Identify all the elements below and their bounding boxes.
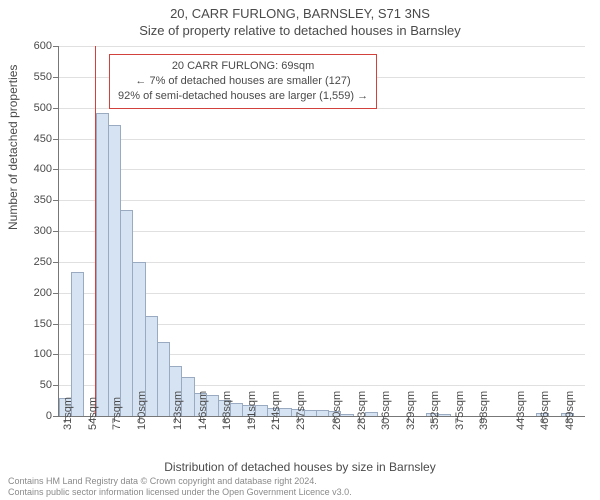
y-tick-label: 500 bbox=[0, 102, 52, 114]
y-tick-mark bbox=[53, 416, 59, 417]
gridline bbox=[59, 200, 585, 201]
y-tick-mark bbox=[53, 77, 59, 78]
reference-marker-line bbox=[95, 46, 96, 416]
plot-area: 20 CARR FURLONG: 69sqm← 7% of detached h… bbox=[58, 46, 585, 417]
y-tick-label: 600 bbox=[0, 40, 52, 52]
plot-zone: 20 CARR FURLONG: 69sqm← 7% of detached h… bbox=[58, 46, 584, 416]
y-tick-mark bbox=[53, 354, 59, 355]
histogram-bar bbox=[96, 113, 109, 416]
annotation-line: 20 CARR FURLONG: 69sqm bbox=[118, 59, 368, 74]
page-title-line2: Size of property relative to detached ho… bbox=[0, 21, 600, 38]
y-tick-mark bbox=[53, 200, 59, 201]
histogram-bar bbox=[120, 210, 133, 416]
histogram-bar bbox=[71, 272, 84, 416]
y-tick-label: 50 bbox=[0, 379, 52, 391]
gridline bbox=[59, 169, 585, 170]
y-tick-mark bbox=[53, 231, 59, 232]
copyright-line2: Contains public sector information licen… bbox=[8, 487, 352, 498]
copyright-line1: Contains HM Land Registry data © Crown c… bbox=[8, 476, 352, 487]
y-tick-label: 400 bbox=[0, 163, 52, 175]
gridline bbox=[59, 231, 585, 232]
histogram-bar bbox=[108, 125, 121, 416]
y-tick-label: 350 bbox=[0, 194, 52, 206]
y-tick-label: 250 bbox=[0, 256, 52, 268]
y-tick-mark bbox=[53, 139, 59, 140]
y-tick-label: 300 bbox=[0, 225, 52, 237]
gridline bbox=[59, 46, 585, 47]
y-tick-mark bbox=[53, 108, 59, 109]
y-tick-label: 450 bbox=[0, 133, 52, 145]
annotation-line: 92% of semi-detached houses are larger (… bbox=[118, 89, 368, 104]
gridline bbox=[59, 139, 585, 140]
page-title-line1: 20, CARR FURLONG, BARNSLEY, S71 3NS bbox=[0, 0, 600, 21]
annotation-box: 20 CARR FURLONG: 69sqm← 7% of detached h… bbox=[109, 54, 377, 109]
y-tick-mark bbox=[53, 385, 59, 386]
chart-container: 20, CARR FURLONG, BARNSLEY, S71 3NS Size… bbox=[0, 0, 600, 500]
y-tick-label: 0 bbox=[0, 410, 52, 422]
annotation-line: ← 7% of detached houses are smaller (127… bbox=[118, 74, 368, 89]
y-tick-label: 200 bbox=[0, 287, 52, 299]
x-axis-title: Distribution of detached houses by size … bbox=[0, 460, 600, 474]
y-tick-label: 550 bbox=[0, 71, 52, 83]
y-tick-label: 150 bbox=[0, 318, 52, 330]
y-tick-mark bbox=[53, 262, 59, 263]
y-tick-mark bbox=[53, 169, 59, 170]
y-tick-mark bbox=[53, 293, 59, 294]
y-tick-label: 100 bbox=[0, 348, 52, 360]
y-tick-mark bbox=[53, 324, 59, 325]
histogram-bar bbox=[316, 410, 329, 416]
y-tick-mark bbox=[53, 46, 59, 47]
copyright-notice: Contains HM Land Registry data © Crown c… bbox=[8, 476, 352, 498]
